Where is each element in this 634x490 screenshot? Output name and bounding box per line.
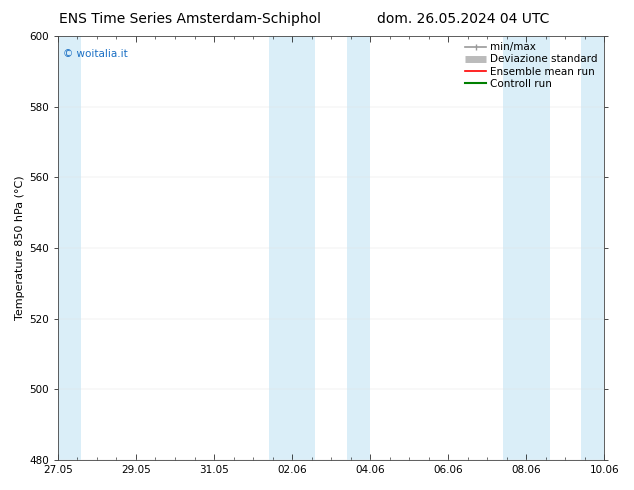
Legend: min/max, Deviazione standard, Ensemble mean run, Controll run: min/max, Deviazione standard, Ensemble m…	[462, 39, 601, 92]
Bar	[58, 36, 81, 460]
Y-axis label: Temperature 850 hPa (°C): Temperature 850 hPa (°C)	[15, 176, 25, 320]
Bar	[347, 36, 370, 460]
Bar	[503, 36, 550, 460]
Text: dom. 26.05.2024 04 UTC: dom. 26.05.2024 04 UTC	[377, 12, 549, 26]
Bar	[269, 36, 316, 460]
Text: ENS Time Series Amsterdam-Schiphol: ENS Time Series Amsterdam-Schiphol	[59, 12, 321, 26]
Bar	[581, 36, 604, 460]
Text: © woitalia.it: © woitalia.it	[63, 49, 128, 59]
